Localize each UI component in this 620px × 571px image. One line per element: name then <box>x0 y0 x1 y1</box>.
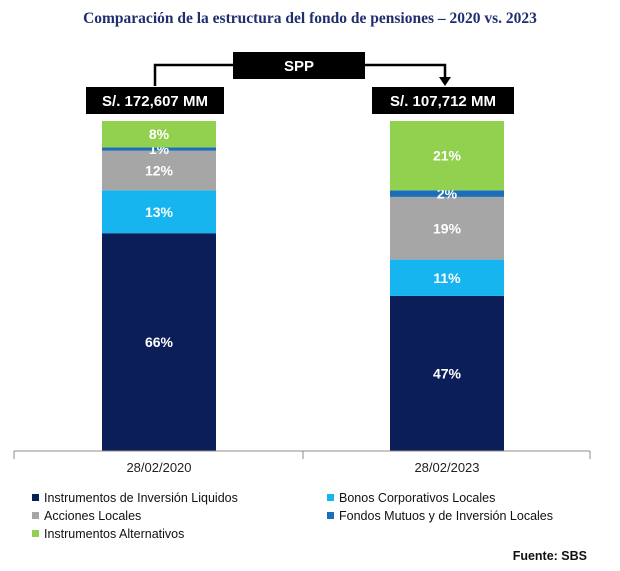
source-note: Fuente: SBS <box>512 549 587 563</box>
spp-label: SPP <box>284 58 314 75</box>
total-label-1: S/. 107,712 MM <box>390 93 496 110</box>
total-box-0 <box>86 87 224 114</box>
bar-data-label-1-2: 19% <box>433 220 462 236</box>
bar-segment-0-1 <box>102 190 216 234</box>
bar-data-label-0-4: 8% <box>149 126 170 142</box>
legend-swatch <box>32 530 39 537</box>
legend-item: Instrumentos de Inversión Liquidos <box>32 489 327 506</box>
chart-title: Comparación de la estructura del fondo d… <box>83 10 537 27</box>
legend-swatch <box>32 512 39 519</box>
total-label-0: S/. 172,607 MM <box>102 93 208 110</box>
bar-data-label-0-1: 13% <box>145 204 174 220</box>
bar-data-label-1-1: 11% <box>433 270 461 286</box>
legend-label: Acciones Locales <box>44 508 142 523</box>
legend-label: Instrumentos Alternativos <box>44 526 185 541</box>
bar-data-label-1-4: 21% <box>433 148 462 164</box>
bar-segment-1-0 <box>390 295 504 451</box>
bar-segment-1-4 <box>390 121 504 191</box>
legend-label: Fondos Mutuos y de Inversión Locales <box>339 508 554 523</box>
bar-data-label-0-2: 12% <box>145 163 174 179</box>
bar-segment-1-3 <box>390 190 504 197</box>
bar-segment-1-1 <box>390 259 504 296</box>
bar-data-label-0-0: 66% <box>145 334 174 350</box>
bar-segment-0-2 <box>102 150 216 191</box>
bar-segment-1-2 <box>390 196 504 260</box>
spp-box <box>233 52 365 79</box>
bar-segment-0-0 <box>102 233 216 451</box>
legend-label: Instrumentos de Inversión Liquidos <box>44 490 238 505</box>
bar-segment-0-4 <box>102 121 216 148</box>
spp-connector-arrowhead <box>439 77 451 86</box>
legend-swatch <box>32 494 39 501</box>
legend-item: Instrumentos Alternativos <box>32 525 327 542</box>
legend-swatch <box>327 494 334 501</box>
legend-item: Bonos Corporativos Locales <box>327 489 592 506</box>
chart-legend: Instrumentos de Inversión Liquidos Bonos … <box>32 489 592 542</box>
total-box-1 <box>372 87 514 114</box>
x-tick-label-0: 28/02/2020 <box>126 460 191 475</box>
spp-connector-right-line <box>365 63 447 78</box>
bar-segment-0-3 <box>102 147 216 151</box>
spp-connector: SPP <box>153 52 451 86</box>
spp-connector-left-line <box>153 63 233 86</box>
legend-item: Fondos Mutuos y de Inversión Locales <box>327 507 592 524</box>
x-tick-label-1: 28/02/2023 <box>414 460 479 475</box>
bar-data-label-1-0: 47% <box>433 365 462 381</box>
legend-label: Bonos Corporativos Locales <box>339 490 496 505</box>
legend-swatch <box>327 512 334 519</box>
legend-item: Acciones Locales <box>32 507 327 524</box>
